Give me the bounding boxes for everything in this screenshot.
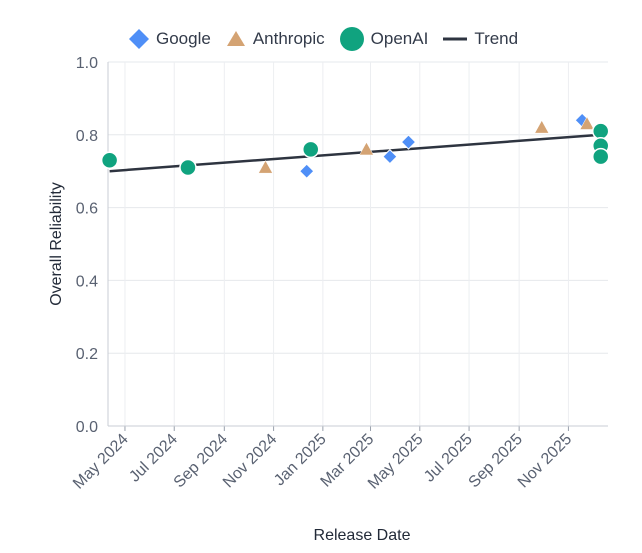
- y-tick-label: 1.0: [76, 55, 98, 72]
- circle-icon: [339, 27, 364, 51]
- y-tick-label: 0.8: [76, 128, 98, 145]
- anthropic-point[interactable]: [359, 141, 374, 156]
- x-tick-label: Nov 2025: [515, 431, 576, 492]
- openai-point[interactable]: [100, 151, 119, 170]
- legend-label-trend: Trend: [474, 29, 519, 48]
- legend-item-trend[interactable]: Trend: [442, 29, 518, 49]
- line-icon: [443, 37, 468, 41]
- y-tick-label: 0.4: [76, 273, 98, 290]
- grid: [108, 61, 608, 427]
- legend-label-anthropic: Anthropic: [252, 29, 325, 48]
- legend-item-anthropic[interactable]: Anthropic: [225, 28, 325, 50]
- openai-point[interactable]: [179, 158, 197, 177]
- y-tick-label: 0.6: [76, 201, 98, 218]
- triangle-icon: [226, 31, 245, 46]
- legend-label-google: Google: [156, 29, 211, 48]
- x-axis-title: Release Date: [314, 527, 411, 544]
- anthropic-point[interactable]: [579, 116, 595, 130]
- y-tick-label: 0.0: [76, 419, 98, 436]
- legend: Google Anthropic OpenAI Trend: [128, 26, 532, 52]
- legend-item-google[interactable]: Google: [128, 28, 211, 50]
- google-point[interactable]: [400, 134, 417, 150]
- legend-label-openai: OpenAI: [370, 29, 429, 48]
- anthropic-point[interactable]: [534, 120, 550, 134]
- anthropic-point[interactable]: [258, 160, 273, 174]
- openai-point[interactable]: [591, 122, 610, 140]
- diamond-icon: [129, 29, 149, 49]
- y-tick-label: 0.2: [76, 346, 98, 363]
- x-tick-label: May 2024: [70, 431, 132, 493]
- openai-point[interactable]: [301, 140, 320, 159]
- x-tick-label: Nov 2024: [220, 431, 281, 492]
- google-point[interactable]: [299, 163, 315, 179]
- openai-point[interactable]: [591, 147, 610, 166]
- y-axis-title: Overall Reliability: [48, 182, 65, 306]
- google-point[interactable]: [382, 148, 398, 165]
- legend-item-openai[interactable]: OpenAI: [339, 26, 429, 52]
- points: [100, 112, 610, 179]
